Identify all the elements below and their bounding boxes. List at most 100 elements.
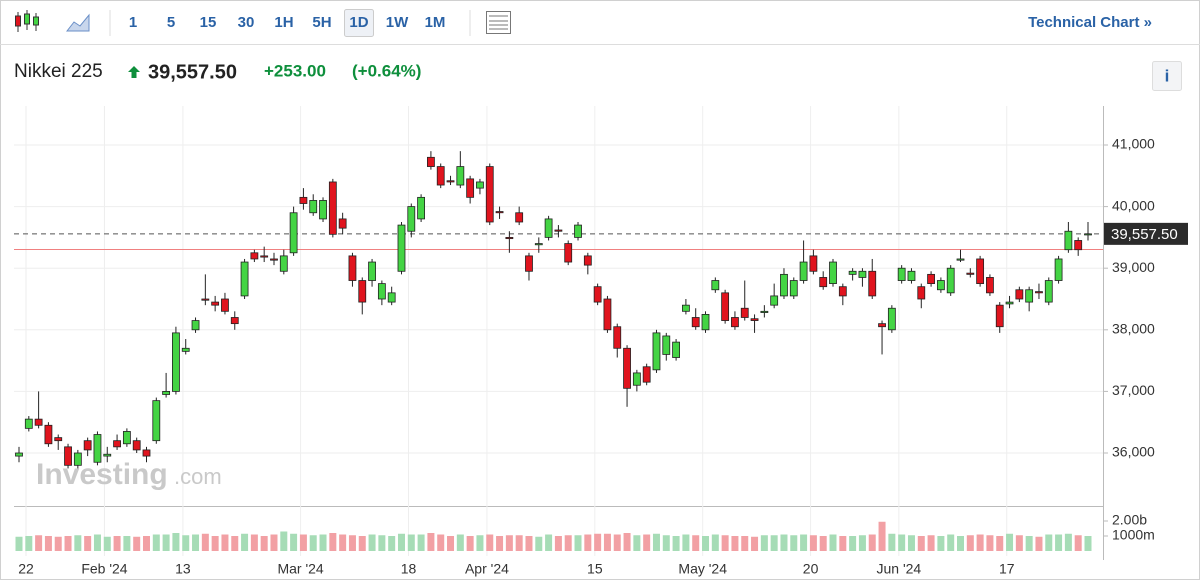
interval-button[interactable]: 30 bbox=[238, 14, 255, 31]
x-tick-label: 20 bbox=[803, 561, 819, 577]
volume-bar bbox=[93, 534, 101, 551]
volume-bar bbox=[397, 533, 405, 551]
interval-button[interactable]: 15 bbox=[200, 14, 217, 31]
candle-body bbox=[221, 298, 229, 312]
info-button[interactable] bbox=[1152, 61, 1182, 91]
candle-body bbox=[181, 347, 190, 352]
x-tick-label: 15 bbox=[587, 561, 603, 577]
volume-bar bbox=[545, 534, 553, 551]
candle-body bbox=[377, 283, 386, 300]
volume-bar bbox=[741, 536, 749, 551]
candle-body bbox=[456, 166, 465, 186]
candle-body bbox=[554, 229, 563, 232]
interval-button[interactable]: 1H bbox=[274, 14, 293, 31]
candle-body bbox=[829, 261, 837, 285]
candle-body bbox=[1025, 289, 1034, 303]
volume-bar bbox=[25, 536, 33, 551]
candle-body bbox=[270, 258, 278, 261]
candle-body bbox=[858, 270, 867, 278]
candle-body bbox=[24, 418, 33, 429]
volume-bar bbox=[594, 533, 602, 551]
candle-body bbox=[240, 261, 249, 297]
interval-button[interactable]: 5 bbox=[167, 14, 175, 31]
candle-body bbox=[603, 298, 612, 331]
candle-body bbox=[672, 341, 680, 358]
volume-bar bbox=[1015, 535, 1023, 551]
change-percent: (+0.64%) bbox=[352, 61, 421, 80]
volume-bar bbox=[672, 536, 680, 551]
candle-icon[interactable] bbox=[15, 10, 39, 32]
candle-body bbox=[162, 391, 171, 395]
volume-bar bbox=[211, 536, 219, 551]
candle-body bbox=[711, 280, 720, 291]
area-icon[interactable] bbox=[65, 13, 90, 32]
volume-bar bbox=[1084, 536, 1092, 551]
volume-bar bbox=[84, 536, 92, 551]
volume-bar bbox=[505, 535, 513, 551]
candle-body bbox=[897, 267, 906, 281]
candle-body bbox=[681, 304, 690, 312]
volume-bar bbox=[662, 535, 670, 551]
y-tick-label: 41,000 bbox=[1112, 136, 1155, 152]
candle-body bbox=[417, 196, 426, 220]
candle-body bbox=[995, 304, 1004, 328]
candle-body bbox=[358, 280, 367, 303]
y-tick-label: 37,000 bbox=[1112, 382, 1155, 398]
interval-button[interactable]: 1M bbox=[425, 14, 446, 31]
candle-body bbox=[122, 431, 131, 445]
volume-bar bbox=[976, 534, 984, 551]
candle-body bbox=[780, 273, 788, 297]
volume-bar bbox=[809, 535, 817, 551]
candle-body bbox=[623, 347, 631, 389]
technical-chart-link[interactable]: Technical Chart » bbox=[1028, 14, 1152, 31]
volume-bar bbox=[535, 536, 543, 551]
volume-bar bbox=[996, 536, 1004, 551]
volume-tick-label: 1000m bbox=[1112, 527, 1155, 543]
volume-bar bbox=[633, 535, 641, 551]
candle-body bbox=[191, 320, 200, 331]
x-tick-label: May '24 bbox=[678, 561, 727, 577]
candle-body bbox=[54, 437, 63, 442]
candle-body bbox=[701, 314, 710, 331]
interval-button[interactable]: 1W bbox=[386, 14, 409, 31]
candle-body bbox=[878, 323, 886, 328]
volume-bar bbox=[868, 534, 876, 551]
volume-bar bbox=[692, 535, 700, 551]
candle-body bbox=[613, 326, 622, 349]
interval-button[interactable]: 5H bbox=[312, 14, 331, 31]
candle-body bbox=[868, 270, 877, 297]
selected-interval-box[interactable] bbox=[344, 9, 374, 37]
price: 39,557.50 bbox=[148, 61, 237, 83]
volume-bar bbox=[290, 533, 298, 551]
candle-body bbox=[338, 218, 347, 229]
volume-bar bbox=[760, 535, 768, 551]
y-tick-label: 39,000 bbox=[1112, 259, 1155, 275]
candle-body bbox=[44, 424, 53, 445]
volume-bar bbox=[1064, 533, 1072, 551]
interval-button[interactable]: 1D bbox=[349, 14, 368, 31]
interval-button[interactable]: 1 bbox=[129, 14, 137, 31]
volume-bar bbox=[790, 535, 798, 551]
volume-bar bbox=[888, 533, 896, 551]
candle-body bbox=[838, 286, 847, 297]
candle-body bbox=[946, 267, 955, 294]
layout-icon[interactable] bbox=[486, 11, 511, 34]
volume-bar bbox=[201, 533, 209, 551]
volume-bar bbox=[858, 535, 866, 551]
candle-body bbox=[250, 252, 259, 260]
candle-body bbox=[1035, 291, 1043, 294]
candle-body bbox=[809, 255, 818, 272]
volume-bar bbox=[1074, 535, 1082, 551]
volume-bar bbox=[780, 534, 788, 551]
candle-body bbox=[789, 280, 798, 297]
volume-bar bbox=[476, 535, 484, 551]
volume-bar bbox=[711, 534, 719, 551]
candle-body bbox=[642, 366, 651, 383]
volume-bar bbox=[721, 535, 729, 551]
volume-bar bbox=[348, 535, 356, 551]
up-arrow bbox=[128, 66, 140, 78]
candle-body bbox=[662, 335, 671, 355]
info-label[interactable]: i bbox=[1165, 66, 1170, 85]
candle-body bbox=[436, 166, 445, 186]
volume-bar bbox=[15, 536, 23, 551]
